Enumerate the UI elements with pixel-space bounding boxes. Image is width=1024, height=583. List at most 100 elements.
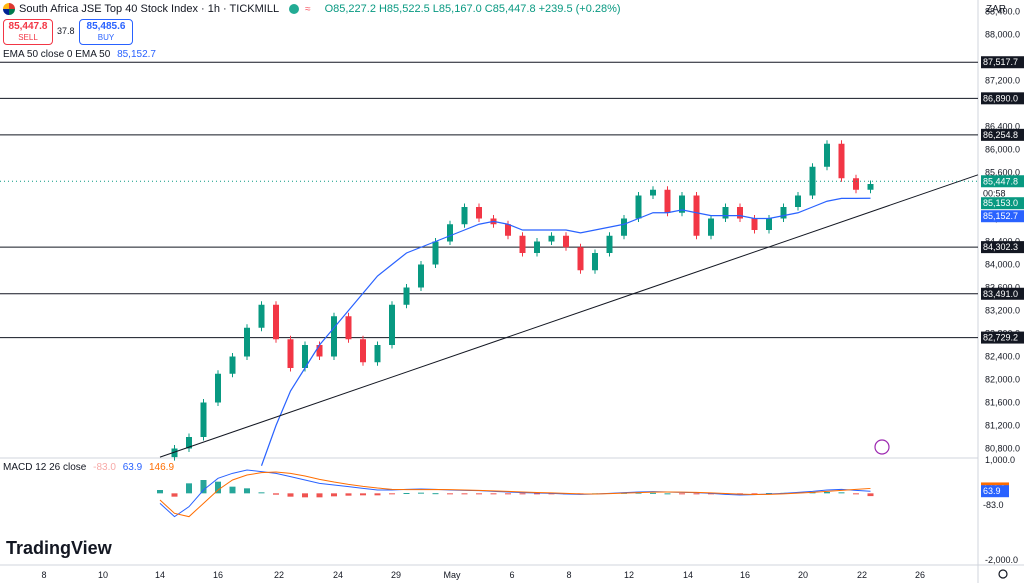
candle-down [664,189,671,213]
y-tick-label: 88,000.0 [985,30,1020,40]
x-tick-label: 8 [566,570,571,580]
y-tick-label: 83,200.0 [985,306,1020,316]
level-price-tag [981,331,1024,344]
macd-histogram-bar [751,493,758,495]
candle-down [751,218,758,230]
candle-down [360,339,366,363]
x-tick-label: 20 [798,570,808,580]
candle-down [316,345,323,357]
candle-up [722,207,729,219]
level-price-tag [981,128,1024,141]
buy-label: BUY [97,33,115,42]
south-africa-flag-icon [3,3,15,15]
macd-histogram-bar [418,492,424,494]
macd-histogram-bar [664,493,671,495]
candle-up [708,218,714,236]
macd-histogram-bar [316,493,323,498]
gear-icon [998,569,1008,579]
macd-value-tag [981,485,1009,498]
candle-up [432,241,439,265]
macd-histogram-bar [505,493,511,495]
level-price-label: 84,302.3 [983,242,1018,252]
macd-histogram-bar [447,493,453,495]
macd-histogram-bar [476,493,482,495]
x-tick-label: 22 [857,570,867,580]
candle-down [563,235,569,248]
level-price-tag [981,92,1024,105]
x-tick-label: 14 [155,570,165,580]
candle-up [824,143,830,167]
macd-histogram-bar [229,486,236,494]
x-tick-label: 12 [624,570,634,580]
candle-up [244,327,250,357]
candle-up [592,253,598,271]
macd-histogram-bar [200,480,207,494]
macd-histogram-bar [490,493,497,495]
symbol-title[interactable]: South Africa JSE Top 40 Stock Index · 1h… [19,3,280,15]
candle-up [606,235,613,253]
candle-down [838,143,845,179]
y-tick-label: 87,200.0 [985,76,1020,86]
candle-up [418,264,424,288]
candle-up [548,235,555,242]
macd-histogram-bar [273,493,279,495]
y-tick-label: 88,400.0 [985,7,1020,17]
candle-up [534,241,540,253]
x-tick-label: 24 [333,570,343,580]
level-price-label: 86,890.0 [983,93,1018,103]
ema-price-tag [981,210,1024,223]
macd-histogram-bar [534,493,540,495]
y-tick-label: 82,000.0 [985,375,1020,385]
x-tick-label: 6 [509,570,514,580]
y-tick-label: 85,600.0 [985,168,1020,178]
sell-price: 85,447.8 [8,21,48,32]
macd-histogram-bar [693,493,700,495]
macd-legend[interactable]: MACD 12 26 close -83.0 63.9 146.9 [3,462,174,473]
candle-up [461,207,468,225]
candle-up [258,304,265,328]
candle-down [505,224,511,236]
macd-histogram-bar [389,493,395,495]
y-tick-label: 84,000.0 [985,260,1020,270]
macd-histogram-bar [853,493,859,495]
macd-hist-value: -83.0 [93,462,116,473]
macd-histogram-bar [186,483,192,494]
trendline [159,174,979,458]
y-tick-label: 86,400.0 [985,122,1020,132]
macd-signal-value: 146.9 [148,462,175,473]
candle-up [171,448,178,458]
market-status-icon [289,4,300,14]
level-price-label: 86,254.8 [983,130,1018,140]
macd-histogram-bar [461,493,468,495]
ema-50-line [260,197,871,466]
macd-value-label: 63.9 [983,486,1001,496]
level-price-label: 82,729.2 [983,333,1018,343]
y-tick-label: 80,800.0 [985,444,1020,454]
buy-button[interactable]: 85,485.6 BUY [79,19,133,45]
candle-up [780,207,787,219]
x-tick-label: 16 [213,570,223,580]
macd-histogram-bar [331,493,337,497]
candle-up [200,402,207,437]
y-tick-label: 86,000.0 [985,145,1020,155]
candle-up [447,224,453,242]
ema-value: 85,152.7 [117,49,156,60]
y-tick-label: 82,400.0 [985,352,1020,362]
macd-histogram-bar [345,493,352,496]
x-tick-label: 16 [740,570,750,580]
ema-label: EMA 50 close 0 EMA 50 [3,49,111,60]
macd-histogram-bar [650,492,656,494]
wave-icon: ≈ [305,3,311,15]
candle-up [374,345,381,363]
macd-histogram-bar [258,492,265,494]
last-price-label: 85,447.8 [983,176,1018,186]
candle-down [273,304,279,340]
macd-histogram-bar [519,493,526,495]
candle-up [679,195,685,213]
ema-legend[interactable]: EMA 50 close 0 EMA 50 85,152.7 [3,49,156,60]
sell-button[interactable]: 85,447.8 SELL [3,19,53,45]
macd-histogram-bar [838,492,845,494]
countdown-label: 00:58 [983,188,1006,198]
candle-up [331,316,337,357]
